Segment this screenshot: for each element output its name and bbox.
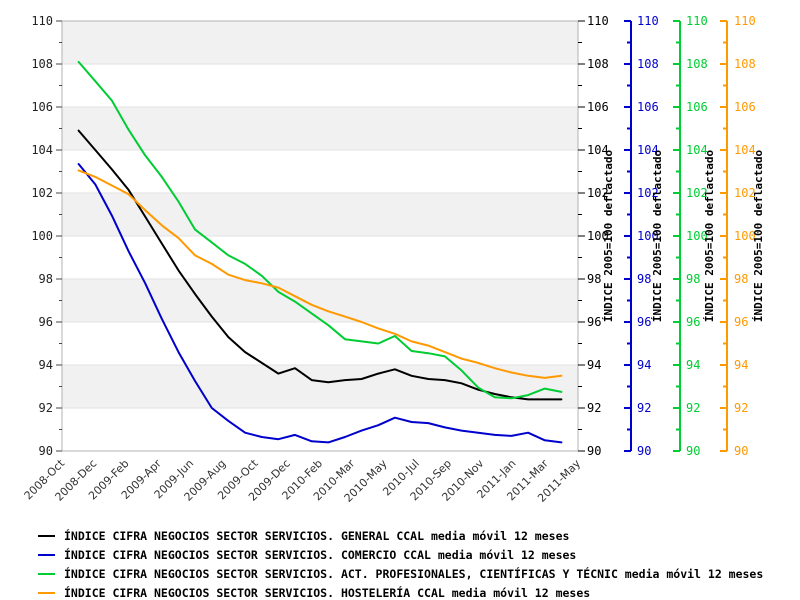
legend-item: ÍNDICE CIFRA NEGOCIOS SECTOR SERVICIOS. … <box>38 526 763 545</box>
legend-label: ÍNDICE CIFRA NEGOCIOS SECTOR SERVICIOS. … <box>64 528 570 543</box>
chart-legend: ÍNDICE CIFRA NEGOCIOS SECTOR SERVICIOS. … <box>38 526 763 600</box>
legend-item: ÍNDICE CIFRA NEGOCIOS SECTOR SERVICIOS. … <box>38 583 763 600</box>
right-axis-label: 110 <box>637 14 659 28</box>
left-axis-label: 96 <box>39 315 53 329</box>
legend-item: ÍNDICE CIFRA NEGOCIOS SECTOR SERVICIOS. … <box>38 564 763 583</box>
right-axis-label: 94 <box>637 358 651 372</box>
plot-band <box>62 150 578 193</box>
right-axis-label: 104 <box>686 143 708 157</box>
right-axis-label: 110 <box>734 14 756 28</box>
left-axis-label: 98 <box>39 272 53 286</box>
right-axis-label: 106 <box>686 100 708 114</box>
right-axis-title: ÍNDICE 2005=100 deflactado <box>602 150 615 323</box>
right-axis-label: 96 <box>637 315 651 329</box>
right-axis-label: 100 <box>686 229 708 243</box>
right-axis-label: 96 <box>587 315 601 329</box>
left-axis-label: 90 <box>39 444 53 458</box>
left-axis-label: 100 <box>31 229 53 243</box>
plot-band <box>62 365 578 408</box>
legend-swatch <box>38 572 55 575</box>
right-axis-label: 98 <box>734 272 748 286</box>
right-axis-label: 96 <box>734 315 748 329</box>
right-axis-label: 90 <box>587 444 601 458</box>
right-axis-label: 92 <box>686 401 700 415</box>
plot-band <box>62 279 578 322</box>
plot-band <box>62 64 578 107</box>
right-axis-label: 108 <box>734 57 756 71</box>
right-axis-label: 104 <box>637 143 659 157</box>
left-axis-label: 106 <box>31 100 53 114</box>
left-axis-label: 104 <box>31 143 53 157</box>
right-axis-label: 102 <box>637 186 659 200</box>
right-axis-title: ÍNDICE 2005=100 deflactado <box>703 150 716 323</box>
right-axis-label: 102 <box>587 186 609 200</box>
right-axis-label: 110 <box>686 14 708 28</box>
plot-band <box>62 21 578 64</box>
left-axis-label: 102 <box>31 186 53 200</box>
right-axis-title: ÍNDICE 2005=100 deflactado <box>651 150 664 323</box>
right-axis-label: 90 <box>637 444 651 458</box>
plot-band <box>62 322 578 365</box>
legend-label: ÍNDICE CIFRA NEGOCIOS SECTOR SERVICIOS. … <box>64 566 764 581</box>
right-axis-label: 92 <box>734 401 748 415</box>
right-axis-label: 108 <box>686 57 708 71</box>
right-axis-label: 98 <box>686 272 700 286</box>
plot-band <box>62 408 578 451</box>
right-axis-label: 94 <box>686 358 700 372</box>
right-axis-label: 102 <box>686 186 708 200</box>
right-axis-label: 104 <box>734 143 756 157</box>
left-axis-label: 92 <box>39 401 53 415</box>
right-axis-label: 106 <box>587 100 609 114</box>
legend-item: ÍNDICE CIFRA NEGOCIOS SECTOR SERVICIOS. … <box>38 545 763 564</box>
right-axis-label: 90 <box>686 444 700 458</box>
right-axis-label: 100 <box>734 229 756 243</box>
right-axis-label: 90 <box>734 444 748 458</box>
right-axis-title: ÍNDICE 2005=100 deflactado <box>752 150 765 323</box>
right-axis-label: 100 <box>637 229 659 243</box>
right-axis-label: 104 <box>587 143 609 157</box>
left-axis-label: 94 <box>39 358 53 372</box>
right-axis-label: 100 <box>587 229 609 243</box>
legend-label: ÍNDICE CIFRA NEGOCIOS SECTOR SERVICIOS. … <box>64 547 577 562</box>
right-axis-label: 110 <box>587 14 609 28</box>
series-line <box>77 129 563 401</box>
legend-label: ÍNDICE CIFRA NEGOCIOS SECTOR SERVICIOS. … <box>64 585 591 600</box>
left-axis-label: 110 <box>31 14 53 28</box>
legend-swatch <box>38 534 55 537</box>
legend-swatch <box>38 553 55 556</box>
right-axis-label: 108 <box>637 57 659 71</box>
series-line <box>77 163 563 444</box>
right-axis-label: 102 <box>734 186 756 200</box>
plot-band <box>62 193 578 236</box>
series-line <box>77 169 563 379</box>
left-axis-label: 108 <box>31 57 53 71</box>
plot-band <box>62 236 578 279</box>
series-line <box>77 60 563 400</box>
right-axis-label: 94 <box>587 358 601 372</box>
legend-swatch <box>38 591 55 594</box>
right-axis-label: 92 <box>637 401 651 415</box>
right-axis-label: 98 <box>637 272 651 286</box>
plot-band <box>62 107 578 150</box>
right-axis-label: 106 <box>734 100 756 114</box>
right-axis-label: 106 <box>637 100 659 114</box>
right-axis-label: 98 <box>587 272 601 286</box>
right-axis-label: 108 <box>587 57 609 71</box>
right-axis-label: 96 <box>686 315 700 329</box>
right-axis-label: 92 <box>587 401 601 415</box>
line-chart: 90 92 94 96 98 100 102 104 106 108 110 90 92 94 96 98 10… <box>22 14 765 505</box>
right-axis-label: 94 <box>734 358 748 372</box>
